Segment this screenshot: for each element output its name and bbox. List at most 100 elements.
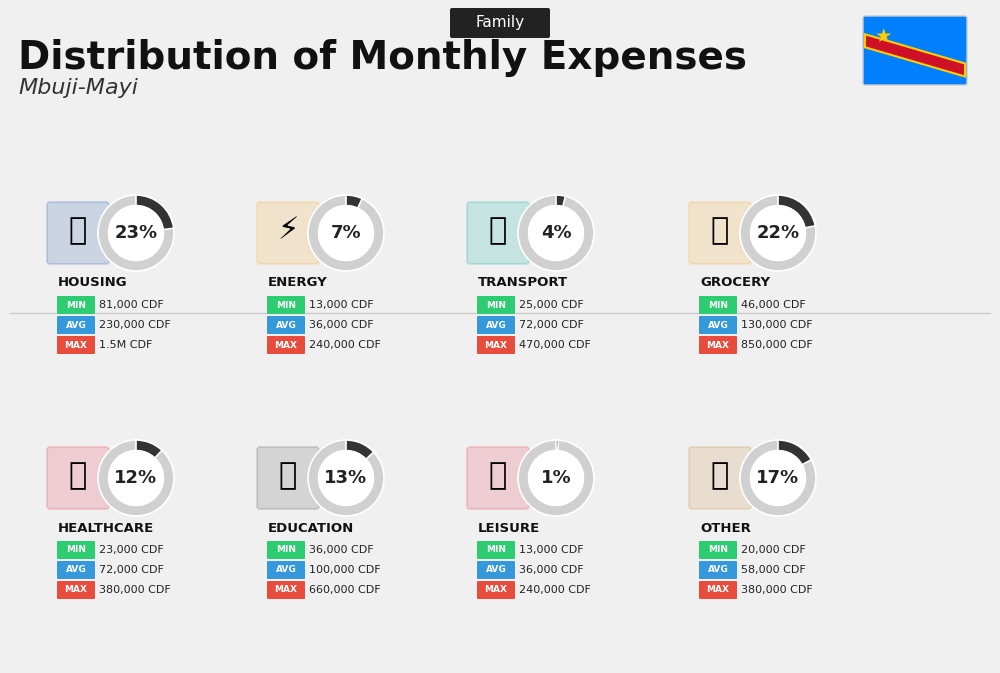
Text: 7%: 7% (331, 224, 361, 242)
Wedge shape (308, 440, 384, 516)
FancyBboxPatch shape (257, 447, 319, 509)
Text: 23,000 CDF: 23,000 CDF (99, 545, 164, 555)
Text: 1.5M CDF: 1.5M CDF (99, 340, 152, 350)
Wedge shape (740, 440, 816, 516)
FancyBboxPatch shape (699, 296, 737, 314)
Text: 380,000 CDF: 380,000 CDF (99, 585, 171, 595)
Text: Distribution of Monthly Expenses: Distribution of Monthly Expenses (18, 39, 747, 77)
Text: MAX: MAX (274, 586, 298, 594)
Text: ENERGY: ENERGY (268, 277, 328, 289)
Text: MIN: MIN (276, 546, 296, 555)
Wedge shape (556, 440, 558, 451)
Wedge shape (556, 195, 565, 207)
Text: HEALTHCARE: HEALTHCARE (58, 522, 154, 534)
Text: EDUCATION: EDUCATION (268, 522, 354, 534)
Circle shape (319, 451, 373, 505)
Text: 22%: 22% (756, 224, 800, 242)
Wedge shape (136, 440, 162, 458)
Text: 36,000 CDF: 36,000 CDF (309, 545, 374, 555)
Text: 🎓: 🎓 (279, 462, 297, 491)
Text: ⚡: ⚡ (277, 217, 299, 246)
Text: AVG: AVG (276, 320, 296, 330)
FancyBboxPatch shape (257, 202, 319, 264)
Wedge shape (740, 195, 816, 271)
FancyBboxPatch shape (267, 581, 305, 599)
Text: MAX: MAX (484, 341, 508, 349)
Text: AVG: AVG (708, 565, 728, 575)
FancyBboxPatch shape (467, 202, 529, 264)
Text: MAX: MAX (64, 341, 88, 349)
FancyBboxPatch shape (477, 336, 515, 354)
Wedge shape (346, 440, 374, 459)
Text: 1%: 1% (541, 469, 571, 487)
Text: 13,000 CDF: 13,000 CDF (309, 300, 374, 310)
FancyBboxPatch shape (267, 541, 305, 559)
Circle shape (751, 206, 805, 260)
Text: 660,000 CDF: 660,000 CDF (309, 585, 381, 595)
FancyBboxPatch shape (57, 581, 95, 599)
FancyBboxPatch shape (450, 8, 550, 38)
Text: 72,000 CDF: 72,000 CDF (519, 320, 584, 330)
Text: 240,000 CDF: 240,000 CDF (519, 585, 591, 595)
Wedge shape (518, 440, 594, 516)
Text: 72,000 CDF: 72,000 CDF (99, 565, 164, 575)
Text: MIN: MIN (276, 301, 296, 310)
Wedge shape (98, 440, 174, 516)
FancyBboxPatch shape (477, 316, 515, 334)
Text: MIN: MIN (486, 301, 506, 310)
FancyBboxPatch shape (57, 296, 95, 314)
Text: MIN: MIN (708, 301, 728, 310)
Wedge shape (98, 195, 174, 271)
FancyBboxPatch shape (477, 581, 515, 599)
Circle shape (109, 451, 163, 505)
Text: 46,000 CDF: 46,000 CDF (741, 300, 806, 310)
Text: MIN: MIN (66, 301, 86, 310)
Text: MAX: MAX (484, 586, 508, 594)
Circle shape (751, 451, 805, 505)
Wedge shape (346, 195, 362, 208)
Text: MIN: MIN (708, 546, 728, 555)
Text: 🚌: 🚌 (489, 217, 507, 246)
FancyBboxPatch shape (699, 316, 737, 334)
FancyBboxPatch shape (57, 316, 95, 334)
Text: 100,000 CDF: 100,000 CDF (309, 565, 381, 575)
Text: Mbuji-Mayi: Mbuji-Mayi (18, 78, 138, 98)
Text: 23%: 23% (114, 224, 158, 242)
FancyBboxPatch shape (57, 561, 95, 579)
Text: AVG: AVG (66, 565, 86, 575)
Text: 36,000 CDF: 36,000 CDF (519, 565, 584, 575)
Wedge shape (778, 195, 815, 228)
FancyBboxPatch shape (47, 202, 109, 264)
Text: 230,000 CDF: 230,000 CDF (99, 320, 171, 330)
Text: AVG: AVG (486, 565, 506, 575)
Text: TRANSPORT: TRANSPORT (478, 277, 568, 289)
Circle shape (319, 206, 373, 260)
FancyBboxPatch shape (467, 447, 529, 509)
FancyBboxPatch shape (689, 202, 751, 264)
Text: AVG: AVG (66, 320, 86, 330)
Text: 850,000 CDF: 850,000 CDF (741, 340, 813, 350)
FancyBboxPatch shape (699, 581, 737, 599)
Text: HOUSING: HOUSING (58, 277, 128, 289)
Circle shape (529, 206, 583, 260)
FancyBboxPatch shape (699, 541, 737, 559)
Text: MAX: MAX (64, 586, 88, 594)
FancyBboxPatch shape (689, 447, 751, 509)
Text: 4%: 4% (541, 224, 571, 242)
Text: 130,000 CDF: 130,000 CDF (741, 320, 813, 330)
FancyBboxPatch shape (477, 561, 515, 579)
Text: 13%: 13% (324, 469, 368, 487)
FancyBboxPatch shape (267, 296, 305, 314)
Text: AVG: AVG (708, 320, 728, 330)
Text: AVG: AVG (276, 565, 296, 575)
Text: MIN: MIN (66, 546, 86, 555)
Polygon shape (865, 34, 965, 77)
Text: 💰: 💰 (711, 462, 729, 491)
Text: 20,000 CDF: 20,000 CDF (741, 545, 806, 555)
Text: MAX: MAX (706, 341, 730, 349)
FancyBboxPatch shape (57, 541, 95, 559)
Text: 470,000 CDF: 470,000 CDF (519, 340, 591, 350)
Text: 🛍: 🛍 (489, 462, 507, 491)
Circle shape (529, 451, 583, 505)
FancyBboxPatch shape (267, 316, 305, 334)
